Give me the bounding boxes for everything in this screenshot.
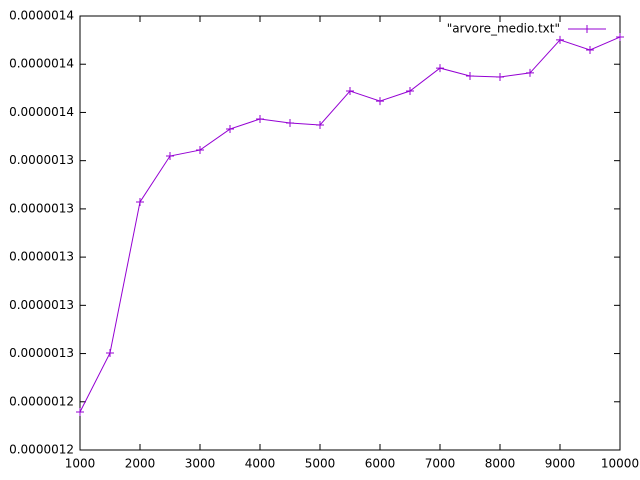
point: [256, 115, 264, 124]
x-tick-label: 4000: [245, 457, 276, 471]
point: [616, 33, 624, 42]
point: [346, 87, 354, 96]
legend-label: "arvore_medio.txt": [447, 22, 560, 36]
y-tick-label: 0.0000013: [9, 250, 74, 264]
x-tick-label: 6000: [365, 457, 396, 471]
point: [76, 408, 84, 417]
point: [136, 197, 144, 206]
point: [496, 72, 504, 81]
y-tick-label: 0.0000014: [9, 9, 74, 23]
x-tick-label: 2000: [125, 457, 156, 471]
point: [166, 152, 174, 161]
point: [586, 45, 594, 54]
y-tick-label: 0.0000012: [9, 394, 74, 408]
point: [196, 146, 204, 155]
y-tick-label: 0.0000013: [9, 153, 74, 167]
point: [406, 87, 414, 96]
y-tick-label: 0.0000013: [9, 298, 74, 312]
point: [556, 35, 564, 44]
point: [316, 120, 324, 129]
x-tick-label: 9000: [545, 457, 576, 471]
x-tick-label: 7000: [425, 457, 456, 471]
x-tick-label: 3000: [185, 457, 216, 471]
y-tick-label: 0.0000013: [9, 201, 74, 215]
y-tick-label: 0.0000014: [9, 105, 74, 119]
point: [106, 348, 114, 357]
point: [466, 71, 474, 80]
x-tick-label: 10000: [601, 457, 639, 471]
point: [286, 119, 294, 128]
point: [376, 97, 384, 106]
x-tick-label: 5000: [305, 457, 336, 471]
y-tick-label: 0.0000014: [9, 57, 74, 71]
point: [526, 68, 534, 77]
legend-point: [583, 25, 591, 33]
y-tick-label: 0.0000012: [9, 443, 74, 457]
point: [436, 64, 444, 73]
point: [226, 125, 234, 134]
plot-border: [79, 15, 621, 451]
x-tick-label: 8000: [485, 457, 516, 471]
y-tick-label: 0.0000013: [9, 346, 74, 360]
x-tick-label: 1000: [65, 457, 96, 471]
